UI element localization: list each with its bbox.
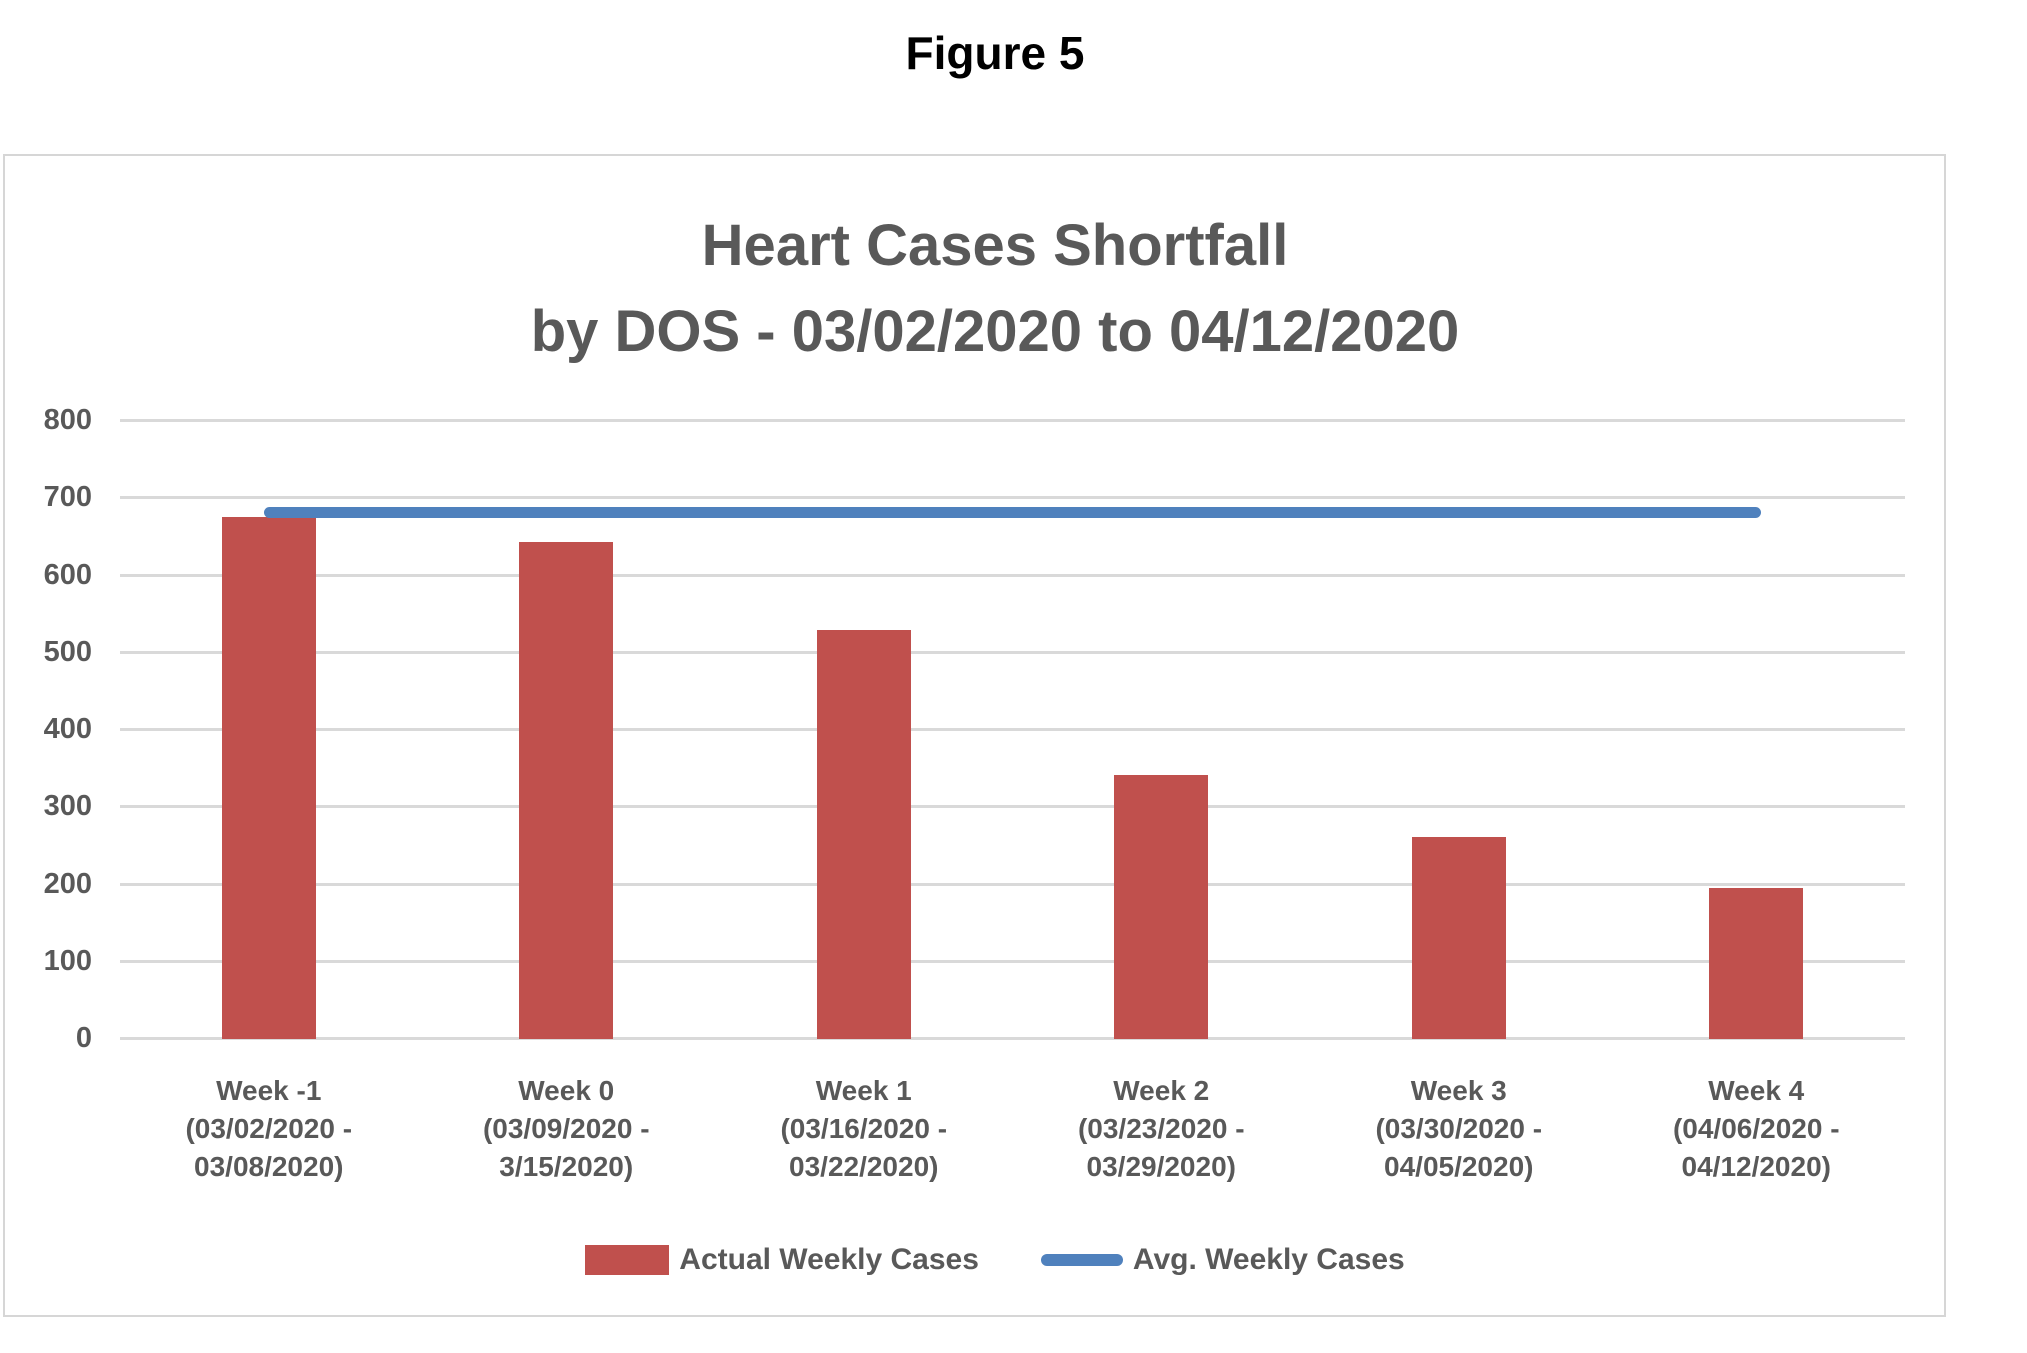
legend-item-actual-weekly-cases: Actual Weekly Cases	[585, 1243, 979, 1277]
legend-item-avg-weekly-cases: Avg. Weekly Cases	[1040, 1243, 1405, 1277]
figure-caption: Figure 5	[905, 27, 1085, 79]
legend: Actual Weekly Cases Avg. Weekly Cases	[0, 1243, 1990, 1277]
chart-title-line-1: Heart Cases Shortfall	[701, 213, 1289, 278]
chart-title: Heart Cases Shortfall by DOS - 03/02/202…	[0, 203, 1990, 375]
chart-border	[3, 154, 1946, 1317]
legend-label-avg-weekly-cases: Avg. Weekly Cases	[1132, 1243, 1405, 1276]
legend-bar-swatch	[585, 1245, 670, 1275]
legend-label-actual-weekly-cases: Actual Weekly Cases	[679, 1243, 979, 1276]
chart-title-line-2: by DOS - 03/02/2020 to 04/12/2020	[530, 299, 1460, 364]
legend-line-swatch	[1040, 1254, 1123, 1266]
